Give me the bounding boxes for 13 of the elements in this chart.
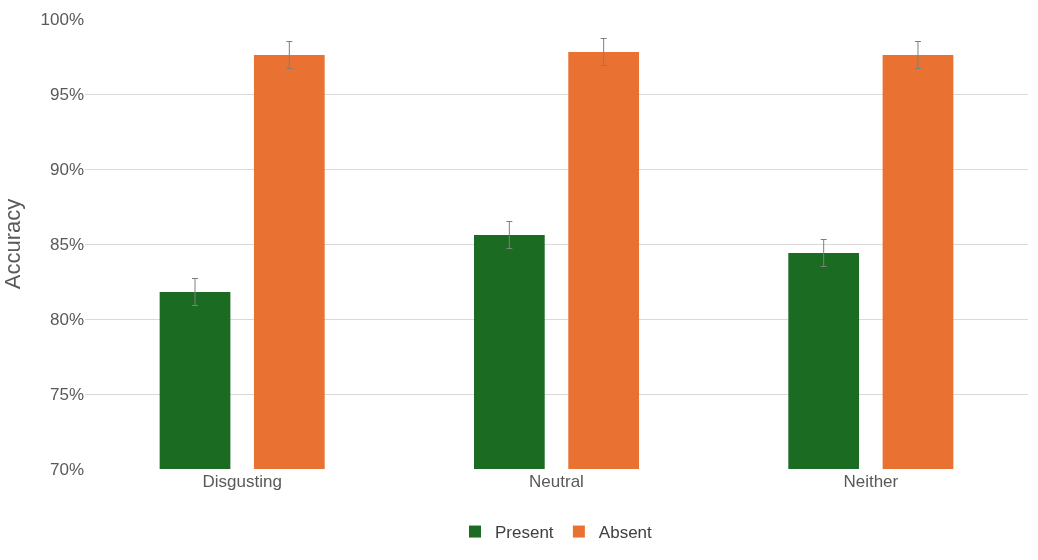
x-tick-label: Disgusting [202,472,282,491]
y-axis-title: Accuracy [0,198,25,290]
x-tick-label: Neutral [529,472,584,491]
y-tick-label: 100% [40,9,84,29]
y-tick-label: 80% [49,309,84,329]
y-tick-label: 95% [49,84,84,104]
x-tick-label: Neither [843,472,899,491]
y-tick-label: 70% [49,459,84,479]
y-tick-label: 75% [49,384,84,404]
legend-label: Absent [598,523,653,543]
y-tick-label: 90% [49,159,84,179]
legend-label: Present [495,523,554,543]
y-tick-label: 85% [49,234,84,254]
